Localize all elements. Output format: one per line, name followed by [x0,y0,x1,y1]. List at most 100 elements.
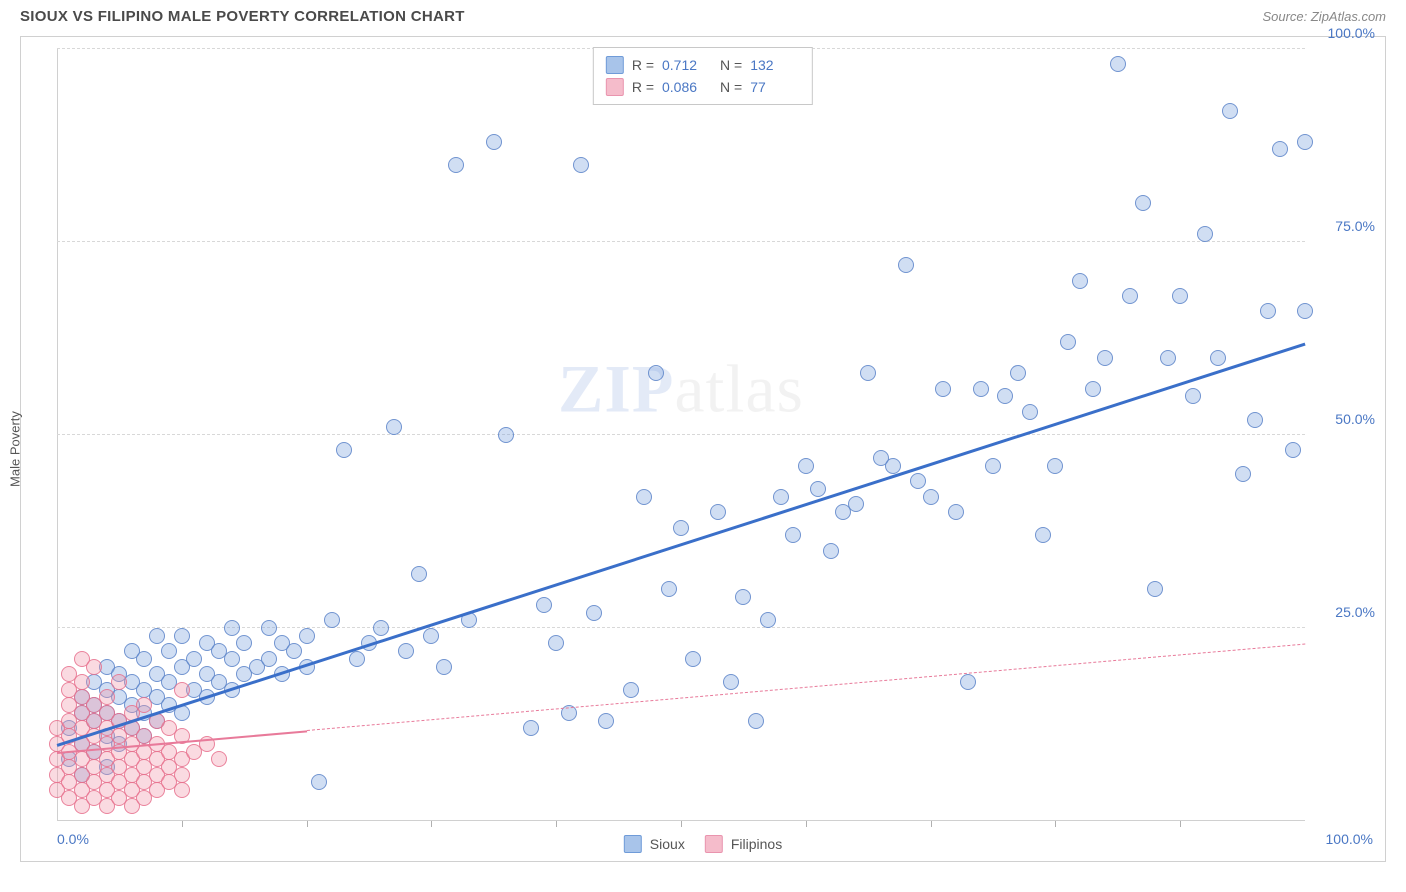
point-sioux [748,713,764,729]
gridline-h [57,434,1305,435]
point-sioux [324,612,340,628]
point-filipinos [136,697,152,713]
y-tick-label: 100.0% [1328,25,1375,41]
point-sioux [386,419,402,435]
point-sioux [1297,134,1313,150]
point-sioux [186,651,202,667]
point-sioux [373,620,389,636]
x-tick-mark [182,821,183,827]
point-sioux [823,543,839,559]
point-sioux [423,628,439,644]
point-sioux [161,643,177,659]
legend-swatch [705,835,723,853]
legend-swatch [606,56,624,74]
point-sioux [685,651,701,667]
point-sioux [798,458,814,474]
gridline-h [57,627,1305,628]
point-sioux [760,612,776,628]
point-sioux [398,643,414,659]
legend-corr-row: R =0.712N =132 [606,54,800,76]
point-sioux [486,134,502,150]
x-tick-mark [307,821,308,827]
watermark: ZIPatlas [558,349,804,428]
point-sioux [923,489,939,505]
legend-n-label: N = [720,54,742,76]
point-sioux [898,257,914,273]
watermark-left: ZIP [558,350,674,426]
y-tick-label: 75.0% [1335,218,1375,234]
legend-n-value: 132 [750,54,800,76]
x-tick-max: 100.0% [1326,831,1373,847]
point-sioux [960,674,976,690]
point-sioux [1247,412,1263,428]
legend-n-value: 77 [750,76,800,98]
legend-series: Sioux Filipinos [624,835,782,853]
point-sioux [973,381,989,397]
y-tick-label: 50.0% [1335,411,1375,427]
point-sioux [1160,350,1176,366]
point-sioux [1147,581,1163,597]
gridline-h [57,241,1305,242]
point-sioux [261,651,277,667]
point-sioux [1072,273,1088,289]
legend-series-label: Filipinos [731,836,782,852]
point-sioux [1285,442,1301,458]
point-filipinos [174,782,190,798]
point-sioux [411,566,427,582]
point-sioux [1260,303,1276,319]
point-sioux [224,651,240,667]
point-sioux [448,157,464,173]
point-sioux [673,520,689,536]
legend-swatch [624,835,642,853]
point-sioux [586,605,602,621]
point-sioux [1010,365,1026,381]
point-filipinos [174,682,190,698]
point-sioux [1060,334,1076,350]
point-sioux [349,651,365,667]
legend-swatch [606,78,624,96]
legend-corr-row: R =0.086N =77 [606,76,800,98]
point-sioux [810,481,826,497]
point-sioux [1097,350,1113,366]
point-sioux [985,458,1001,474]
point-sioux [1222,103,1238,119]
point-sioux [948,504,964,520]
x-tick-mark [431,821,432,827]
point-sioux [1122,288,1138,304]
point-sioux [311,774,327,790]
point-sioux [498,427,514,443]
point-sioux [149,628,165,644]
point-sioux [848,496,864,512]
x-tick-mark [1055,821,1056,827]
point-sioux [598,713,614,729]
point-sioux [1172,288,1188,304]
legend-series-label: Sioux [650,836,685,852]
x-tick-mark [556,821,557,827]
point-sioux [1185,388,1201,404]
point-sioux [1135,195,1151,211]
chart-source: Source: ZipAtlas.com [1262,9,1386,24]
point-sioux [1210,350,1226,366]
chart-container: Male Poverty ZIPatlas 0.0% 100.0% 25.0%5… [20,36,1386,862]
point-sioux [1110,56,1126,72]
point-sioux [136,651,152,667]
point-sioux [224,620,240,636]
trend-filipinos-dashed [307,643,1305,730]
legend-correlation: R =0.712N =132R =0.086N =77 [593,47,813,105]
point-sioux [623,682,639,698]
point-sioux [648,365,664,381]
point-sioux [1022,404,1038,420]
point-sioux [997,388,1013,404]
point-sioux [261,620,277,636]
point-sioux [1297,303,1313,319]
watermark-right: atlas [674,350,804,426]
point-sioux [661,581,677,597]
y-axis-label: Male Poverty [8,411,23,487]
point-sioux [1035,527,1051,543]
point-sioux [1272,141,1288,157]
point-sioux [1047,458,1063,474]
legend-series-item: Filipinos [705,835,782,853]
point-filipinos [174,767,190,783]
y-tick-label: 25.0% [1335,604,1375,620]
point-sioux [723,674,739,690]
